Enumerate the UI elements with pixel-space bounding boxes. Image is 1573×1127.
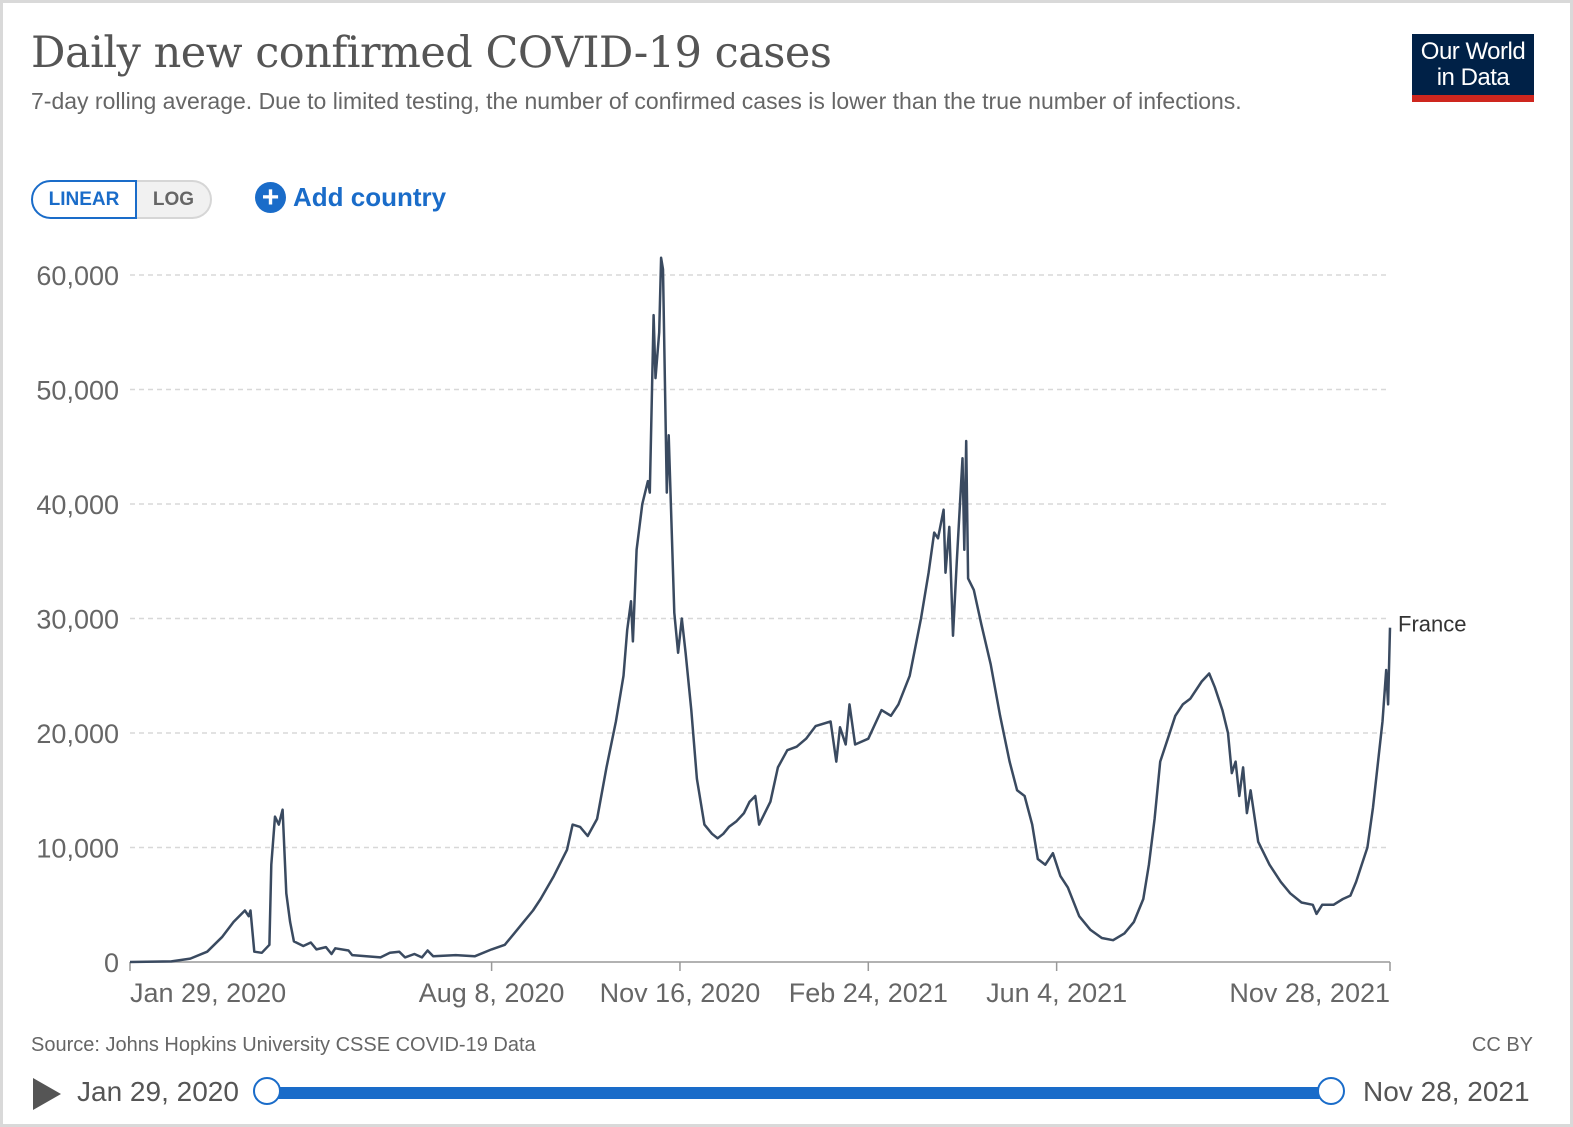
x-axis: Jan 29, 2020 Aug 8, 2020 Nov 16, 2020 Feb 2… [129,961,1391,1008]
y-tick-label: 10,000 [36,834,119,864]
timeline-track[interactable] [267,1087,1331,1099]
x-tick-label: Nov 28, 2021 [1229,978,1390,1008]
y-axis: 0 10,000 20,000 30,000 40,000 50,000 60,000 [36,261,119,978]
series-layer: France [129,256,1466,964]
x-tick-label: Feb 24, 2021 [789,978,948,1008]
timeline: Jan 29, 2020 Nov 28, 2021 [31,1070,1541,1116]
y-tick-label: 40,000 [36,490,119,520]
series-label-france: France [1398,612,1466,637]
timeline-start-handle[interactable] [253,1077,281,1105]
chart-subtitle: 7-day rolling average. Due to limited te… [31,88,1242,114]
source-note[interactable]: Source: Johns Hopkins University CSSE CO… [31,1034,536,1056]
logo-line-1: Our World [1420,38,1526,65]
x-tick-label: Aug 8, 2020 [419,978,565,1008]
owid-logo[interactable]: Our World in Data [1412,34,1534,102]
gridlines [130,274,1390,849]
y-tick-label: 60,000 [36,261,119,291]
y-tick-label: 20,000 [36,719,119,749]
add-country-label: Add country [293,182,447,212]
license-link[interactable]: CC BY [1471,1034,1533,1056]
series-line-france [129,256,1392,964]
linear-scale-button[interactable]: LINEAR [31,180,137,219]
x-tick-label: Jun 4, 2021 [986,978,1127,1008]
y-tick-label: 50,000 [36,376,119,406]
x-tick-label: Nov 16, 2020 [600,978,761,1008]
chart-title: Daily new confirmed COVID-19 cases [31,28,832,78]
timeline-end-handle[interactable] [1317,1077,1345,1105]
plus-icon: + [255,182,286,213]
y-tick-label: 0 [104,948,119,978]
scale-toggle: LINEAR LOG [31,180,212,219]
line-chart: 0 10,000 20,000 30,000 40,000 50,000 60,000 Ja… [36,256,1466,1008]
y-tick-label: 30,000 [36,605,119,635]
x-tick-label: Jan 29, 2020 [130,978,286,1008]
logo-line-2: in Data [1436,64,1510,91]
log-scale-button[interactable]: LOG [137,180,212,219]
timeline-end-label: Nov 28, 2021 [1363,1076,1530,1107]
add-country-button[interactable]: + Add country [255,182,446,213]
play-icon[interactable] [33,1078,61,1110]
timeline-start-label: Jan 29, 2020 [77,1076,239,1107]
